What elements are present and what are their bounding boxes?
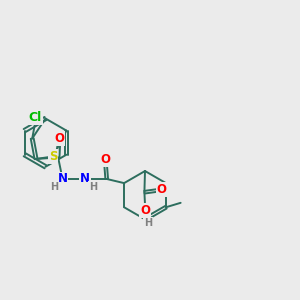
Text: O: O xyxy=(140,204,150,217)
Text: S: S xyxy=(49,150,57,163)
Text: Cl: Cl xyxy=(28,111,42,124)
Text: O: O xyxy=(54,132,64,145)
Text: H: H xyxy=(89,182,97,192)
Text: O: O xyxy=(100,153,110,166)
Text: H: H xyxy=(50,182,58,192)
Text: N: N xyxy=(80,172,90,185)
Text: H: H xyxy=(144,218,152,228)
Text: O: O xyxy=(157,183,166,196)
Text: N: N xyxy=(58,172,68,185)
